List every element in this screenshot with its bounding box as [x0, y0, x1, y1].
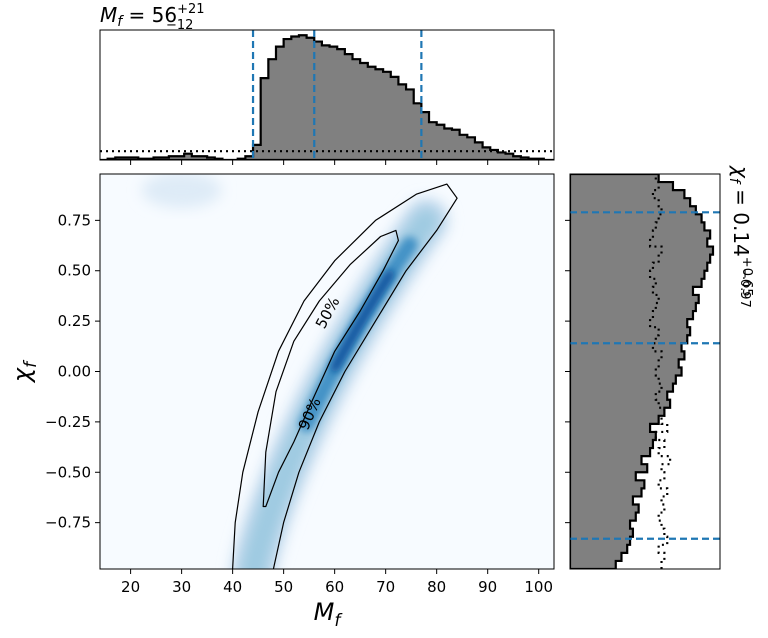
- spin-marginal-title: χf = 0.14+0.65: [726, 165, 754, 297]
- x-tick-label-0: 20: [121, 578, 140, 596]
- mass-marginal-title-minus: −12: [166, 18, 193, 33]
- x-tick-label-5: 70: [376, 578, 395, 596]
- y-tick-label-2: 0.25: [58, 312, 91, 330]
- x-tick-label-6: 80: [427, 578, 446, 596]
- mass-marginal-title: Mf = 56+21: [100, 2, 205, 30]
- mass-posterior-histogram: [100, 34, 554, 160]
- joint-panel: 50%90% 20 30 40 50 60 70 80 90 100 0.75 0.50 0.25 0…: [8, 173, 555, 631]
- y-tick-label-0: 0.75: [58, 211, 91, 229]
- y-tick-label-1: 0.50: [58, 262, 91, 280]
- joint-density: 50%90%: [141, 174, 458, 569]
- spin-prior-histogram: [648, 174, 672, 569]
- x-tick-label-8: 100: [524, 578, 553, 596]
- x-tick-label-7: 90: [478, 578, 497, 596]
- y-tick-label-4: −0.25: [45, 413, 91, 431]
- y-axis-label: χf: [8, 359, 41, 384]
- x-tick-label-1: 30: [172, 578, 191, 596]
- density-faint-blob: [141, 174, 222, 209]
- x-tick-label-2: 40: [223, 578, 242, 596]
- y-tick-label-5: −0.50: [45, 463, 91, 481]
- x-tick-label-4: 60: [325, 578, 344, 596]
- spin-posterior-histogram: [570, 174, 715, 569]
- contour-50: [262, 229, 399, 508]
- x-axis-label: Mf: [314, 598, 344, 631]
- contour-90: [232, 183, 458, 569]
- density-peak: [330, 269, 395, 373]
- mass-marginal-frame: [99, 29, 555, 161]
- mass-marginal-panel: Mf = 56+21 −12: [99, 2, 555, 165]
- y-tick-label-6: −0.75: [45, 514, 91, 532]
- x-tick-label-3: 50: [274, 578, 293, 596]
- spin-marginal-panel: χf = 0.14+0.65 −0.97: [565, 165, 754, 570]
- spin-marginal-title-minus: −0.97: [737, 268, 752, 308]
- y-tick-label-3: 0.00: [58, 363, 91, 381]
